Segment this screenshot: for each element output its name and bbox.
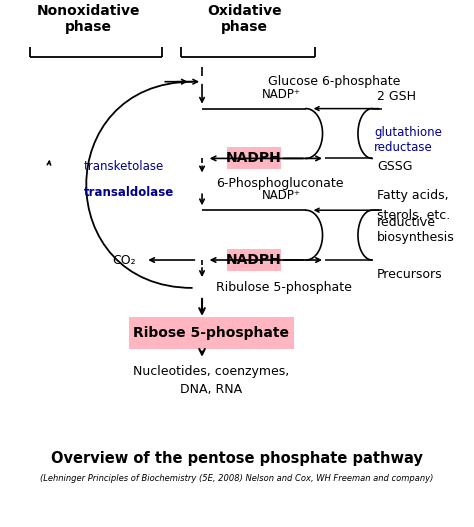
Text: (Lehninger Principles of Biochemistry (5E, 2008) Nelson and Cox, WH Freeman and : (Lehninger Principles of Biochemistry (5… — [40, 474, 434, 483]
Text: Oxidative
phase: Oxidative phase — [207, 4, 282, 34]
Text: Nonoxidative
phase: Nonoxidative phase — [37, 4, 140, 34]
FancyBboxPatch shape — [129, 317, 294, 349]
FancyBboxPatch shape — [227, 148, 282, 169]
Text: Ribose 5-phosphate: Ribose 5-phosphate — [134, 326, 290, 340]
Text: transketolase: transketolase — [84, 160, 164, 173]
Text: Nucleotides, coenzymes,: Nucleotides, coenzymes, — [133, 365, 290, 378]
Text: 6-Phosphogluconate: 6-Phosphogluconate — [216, 177, 344, 190]
Text: glutathione
reductase: glutathione reductase — [374, 125, 442, 153]
Text: 2 GSH: 2 GSH — [377, 90, 416, 103]
Text: NADP⁺: NADP⁺ — [262, 189, 301, 202]
FancyBboxPatch shape — [227, 249, 282, 271]
Text: GSSG: GSSG — [377, 160, 412, 173]
Text: CO₂: CO₂ — [112, 253, 136, 267]
Text: Glucose 6-phosphate: Glucose 6-phosphate — [268, 75, 401, 88]
Text: Precursors: Precursors — [377, 268, 443, 281]
Text: Ribulose 5-phosphate: Ribulose 5-phosphate — [216, 281, 352, 295]
Text: sterols, etc.: sterols, etc. — [377, 209, 450, 222]
Text: Fatty acids,: Fatty acids, — [377, 189, 448, 202]
Text: DNA, RNA: DNA, RNA — [181, 383, 243, 396]
Text: NADPH: NADPH — [226, 151, 282, 165]
Text: Overview of the pentose phosphate pathway: Overview of the pentose phosphate pathwa… — [51, 451, 423, 466]
Text: NADPH: NADPH — [226, 253, 282, 267]
Text: transaldolase: transaldolase — [84, 186, 174, 199]
Text: NADP⁺: NADP⁺ — [262, 87, 301, 101]
Text: reductive
biosynthesis: reductive biosynthesis — [377, 216, 455, 244]
